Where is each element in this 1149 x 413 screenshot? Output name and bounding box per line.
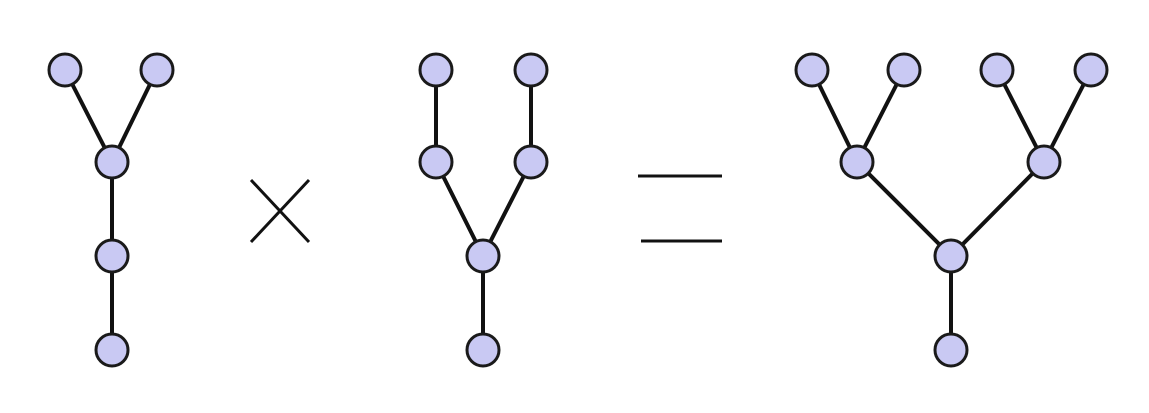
multiply-stroke: [249, 178, 311, 244]
equals-sign: [638, 174, 722, 243]
left-tree-node: [94, 332, 130, 368]
result-tree: [794, 52, 1109, 368]
result-tree-edges: [810, 68, 1093, 352]
result-tree-node: [933, 332, 969, 368]
result-tree-nodes: [794, 52, 1109, 368]
result-tree-node: [933, 238, 969, 274]
multiply-sign: [249, 178, 311, 244]
result-tree-node: [794, 52, 830, 88]
left-tree: [47, 52, 175, 368]
middle-tree-nodes: [418, 52, 549, 368]
middle-tree-node: [465, 332, 501, 368]
left-tree-node: [94, 144, 130, 180]
left-tree-node: [94, 238, 130, 274]
middle-tree-edge: [434, 160, 485, 258]
middle-tree-node: [418, 144, 454, 180]
left-tree-node: [47, 52, 83, 88]
left-tree-edges: [63, 68, 159, 352]
left-tree-nodes: [47, 52, 175, 368]
result-tree-edge: [949, 160, 1046, 258]
middle-tree: [418, 52, 549, 368]
result-tree-edge: [855, 160, 953, 258]
middle-tree-node: [418, 52, 454, 88]
middle-tree-node: [465, 238, 501, 274]
result-tree-node: [886, 52, 922, 88]
middle-tree-node: [513, 144, 549, 180]
result-tree-node: [1073, 52, 1109, 88]
middle-tree-edges: [434, 68, 533, 352]
result-tree-node: [839, 144, 875, 180]
middle-tree-edge: [481, 160, 533, 258]
result-tree-node: [1026, 144, 1062, 180]
result-tree-node: [979, 52, 1015, 88]
left-tree-node: [139, 52, 175, 88]
middle-tree-node: [513, 52, 549, 88]
